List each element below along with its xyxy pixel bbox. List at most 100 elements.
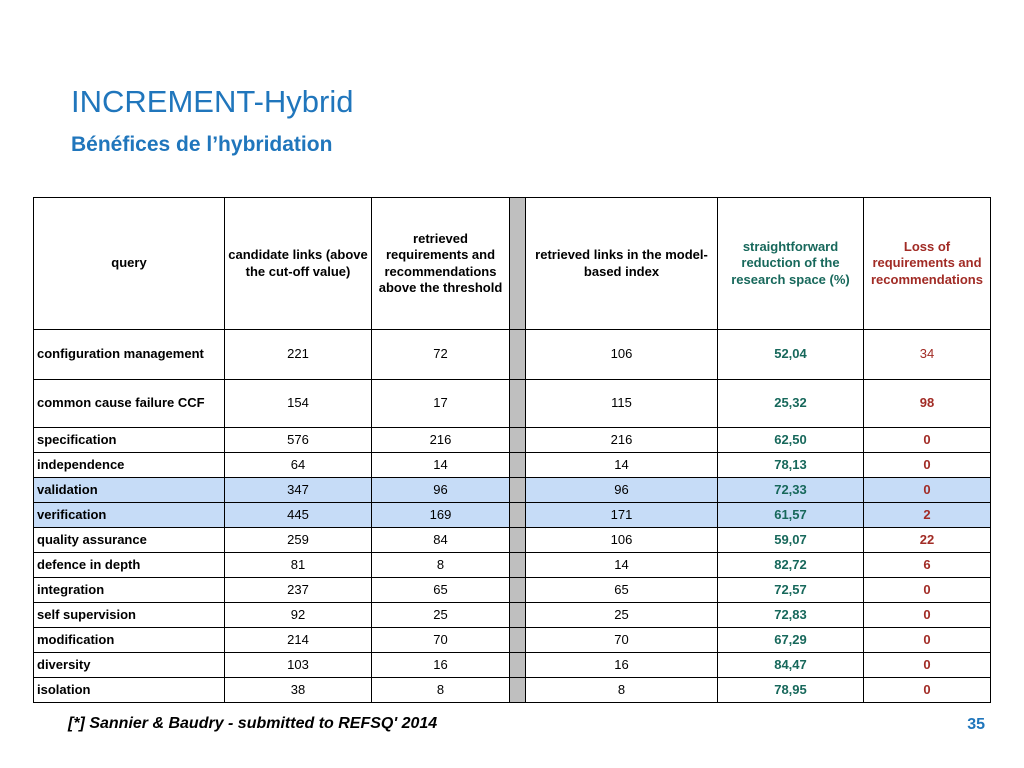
retrieved-requirements-cell: 70 [371,627,510,653]
slide-title: INCREMENT-Hybrid [71,84,354,119]
loss-cell: 0 [863,477,991,503]
query-cell: defence in depth [33,552,225,578]
query-cell: quality assurance [33,527,225,553]
table-row: independence 64 14 14 78,13 0 [33,452,991,478]
retrieved-requirements-cell: 65 [371,577,510,603]
model-index-cell: 14 [525,452,718,478]
model-index-cell: 65 [525,577,718,603]
candidate-links-cell: 576 [224,427,372,453]
table-body: configuration management 221 72 106 52,04 34 c… [33,329,991,703]
loss-cell: 22 [863,527,991,553]
retrieved-requirements-cell: 17 [371,379,510,428]
separator-stripe [509,427,526,453]
model-index-cell: 8 [525,677,718,703]
table-row: isolation 38 8 8 78,95 0 [33,677,991,703]
separator-stripe [509,652,526,678]
loss-cell: 0 [863,677,991,703]
retrieved-requirements-cell: 8 [371,552,510,578]
loss-cell: 34 [863,329,991,380]
candidate-links-cell: 92 [224,602,372,628]
query-cell: modification [33,627,225,653]
separator-stripe [509,197,526,330]
candidate-links-cell: 38 [224,677,372,703]
model-index-cell: 106 [525,527,718,553]
separator-stripe [509,477,526,503]
query-cell: specification [33,427,225,453]
column-header: Loss of requirements and recommendations [863,197,991,330]
separator-stripe [509,452,526,478]
reduction-cell: 59,07 [717,527,864,553]
footer-citation: [*] Sannier & Baudry - submitted to REFS… [68,715,438,732]
retrieved-requirements-cell: 25 [371,602,510,628]
candidate-links-cell: 221 [224,329,372,380]
model-index-cell: 115 [525,379,718,428]
reduction-cell: 84,47 [717,652,864,678]
separator-stripe [509,527,526,553]
retrieved-requirements-cell: 72 [371,329,510,380]
candidate-links-cell: 154 [224,379,372,428]
loss-cell: 0 [863,427,991,453]
retrieved-requirements-cell: 14 [371,452,510,478]
separator-stripe [509,502,526,528]
table-row: specification 576 216 216 62,50 0 [33,427,991,453]
loss-cell: 98 [863,379,991,428]
query-cell: self supervision [33,602,225,628]
table-row: configuration management 221 72 106 52,04 34 [33,329,991,380]
candidate-links-cell: 81 [224,552,372,578]
model-index-cell: 70 [525,627,718,653]
candidate-links-cell: 64 [224,452,372,478]
model-index-cell: 16 [525,652,718,678]
separator-stripe [509,627,526,653]
query-cell: diversity [33,652,225,678]
table-header: query candidate links (above the cut-off … [33,197,991,330]
page-number: 35 [967,716,985,733]
candidate-links-cell: 103 [224,652,372,678]
retrieved-requirements-cell: 216 [371,427,510,453]
candidate-links-cell: 237 [224,577,372,603]
query-cell: verification [33,502,225,528]
model-index-cell: 25 [525,602,718,628]
candidate-links-cell: 347 [224,477,372,503]
retrieved-requirements-cell: 96 [371,477,510,503]
retrieved-requirements-cell: 84 [371,527,510,553]
reduction-cell: 62,50 [717,427,864,453]
loss-cell: 0 [863,577,991,603]
table-row: verification 445 169 171 61,57 2 [33,502,991,528]
reduction-cell: 72,33 [717,477,864,503]
separator-stripe [509,577,526,603]
column-header: retrieved links in the model-based index [525,197,718,330]
loss-cell: 0 [863,652,991,678]
reduction-cell: 72,57 [717,577,864,603]
loss-cell: 0 [863,452,991,478]
slide-subtitle: Bénéfices de l’hybridation [71,133,333,156]
reduction-cell: 61,57 [717,502,864,528]
table-row: modification 214 70 70 67,29 0 [33,627,991,653]
table-row: validation 347 96 96 72,33 0 [33,477,991,503]
loss-cell: 0 [863,627,991,653]
query-cell: common cause failure CCF [33,379,225,428]
retrieved-requirements-cell: 8 [371,677,510,703]
query-cell: isolation [33,677,225,703]
table-row: quality assurance 259 84 106 59,07 22 [33,527,991,553]
query-cell: independence [33,452,225,478]
model-index-cell: 14 [525,552,718,578]
reduction-cell: 82,72 [717,552,864,578]
query-cell: integration [33,577,225,603]
reduction-cell: 78,95 [717,677,864,703]
table-row: self supervision 92 25 25 72,83 0 [33,602,991,628]
model-index-cell: 106 [525,329,718,380]
query-cell: validation [33,477,225,503]
loss-cell: 2 [863,502,991,528]
candidate-links-cell: 445 [224,502,372,528]
model-index-cell: 171 [525,502,718,528]
retrieved-requirements-cell: 169 [371,502,510,528]
results-table: query candidate links (above the cut-off … [33,197,991,703]
separator-stripe [509,677,526,703]
separator-stripe [509,329,526,380]
table-row: diversity 103 16 16 84,47 0 [33,652,991,678]
candidate-links-cell: 259 [224,527,372,553]
table-row: integration 237 65 65 72,57 0 [33,577,991,603]
table-row: common cause failure CCF 154 17 115 25,32 98 [33,379,991,428]
reduction-cell: 52,04 [717,329,864,380]
